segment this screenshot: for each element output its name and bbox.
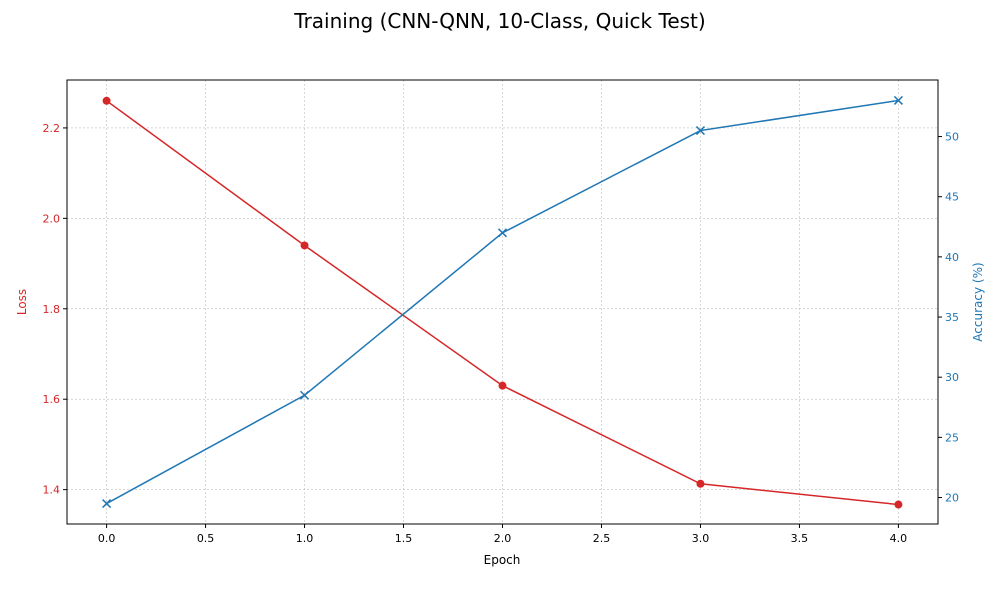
x-tick-label: 2.0	[494, 532, 512, 545]
accuracy-point	[893, 95, 903, 105]
y-right-tick-label: 50	[945, 131, 959, 144]
y-axis-left-label: Loss	[15, 289, 29, 315]
y-left-tick-label: 2.2	[43, 122, 61, 135]
x-tick-label: 4.0	[890, 532, 908, 545]
chart-title: Training (CNN-QNN, 10-Class, Quick Test)	[293, 9, 705, 33]
x-tick-label: 0.0	[98, 532, 116, 545]
x-tick-label: 1.5	[395, 532, 413, 545]
x-axis-label: Epoch	[484, 553, 521, 567]
x-tick-label: 3.0	[692, 532, 710, 545]
loss-point	[696, 479, 705, 488]
accuracy-point	[497, 228, 508, 238]
grid-lines	[67, 80, 938, 524]
x-tick-label: 0.5	[197, 532, 215, 545]
y-right-tick-label: 40	[945, 251, 959, 264]
y-axis-left: 1.4 1.6 1.8 2.0 2.2	[43, 122, 67, 497]
accuracy-point	[695, 126, 705, 136]
y-right-tick-label: 25	[945, 431, 959, 444]
x-axis: 0.0 0.5 1.0 1.5 2.0 2.5 3.0 3.5 4.0	[98, 524, 907, 545]
loss-point	[498, 381, 507, 390]
accuracy-marker-stroke	[695, 126, 705, 136]
y-right-tick-label: 30	[945, 371, 959, 384]
y-right-tick-label: 45	[945, 191, 959, 204]
y-left-tick-label: 2.0	[43, 212, 61, 225]
accuracy-point	[102, 499, 112, 509]
loss-point	[894, 500, 903, 509]
loss-point	[102, 96, 111, 105]
series-layer	[102, 95, 903, 509]
x-tick-label: 3.5	[791, 532, 809, 545]
y-left-tick-label: 1.4	[43, 484, 61, 497]
accuracy-marker-stroke	[893, 95, 903, 105]
accuracy-marker-stroke	[102, 499, 112, 509]
y-left-tick-label: 1.8	[43, 303, 61, 316]
accuracy-marker-stroke	[300, 390, 310, 400]
x-tick-label: 2.5	[593, 532, 611, 545]
y-axis-right: 20 25 30 35 40 45 50	[938, 131, 959, 505]
y-left-tick-label: 1.6	[43, 393, 61, 406]
accuracy-point	[300, 390, 310, 400]
x-tick-label: 1.0	[296, 532, 314, 545]
y-right-tick-label: 20	[945, 492, 959, 505]
accuracy-marker-stroke	[497, 228, 508, 238]
loss-point	[300, 241, 309, 250]
y-right-tick-label: 35	[945, 311, 959, 324]
y-axis-right-label: Accuracy (%)	[971, 262, 985, 341]
